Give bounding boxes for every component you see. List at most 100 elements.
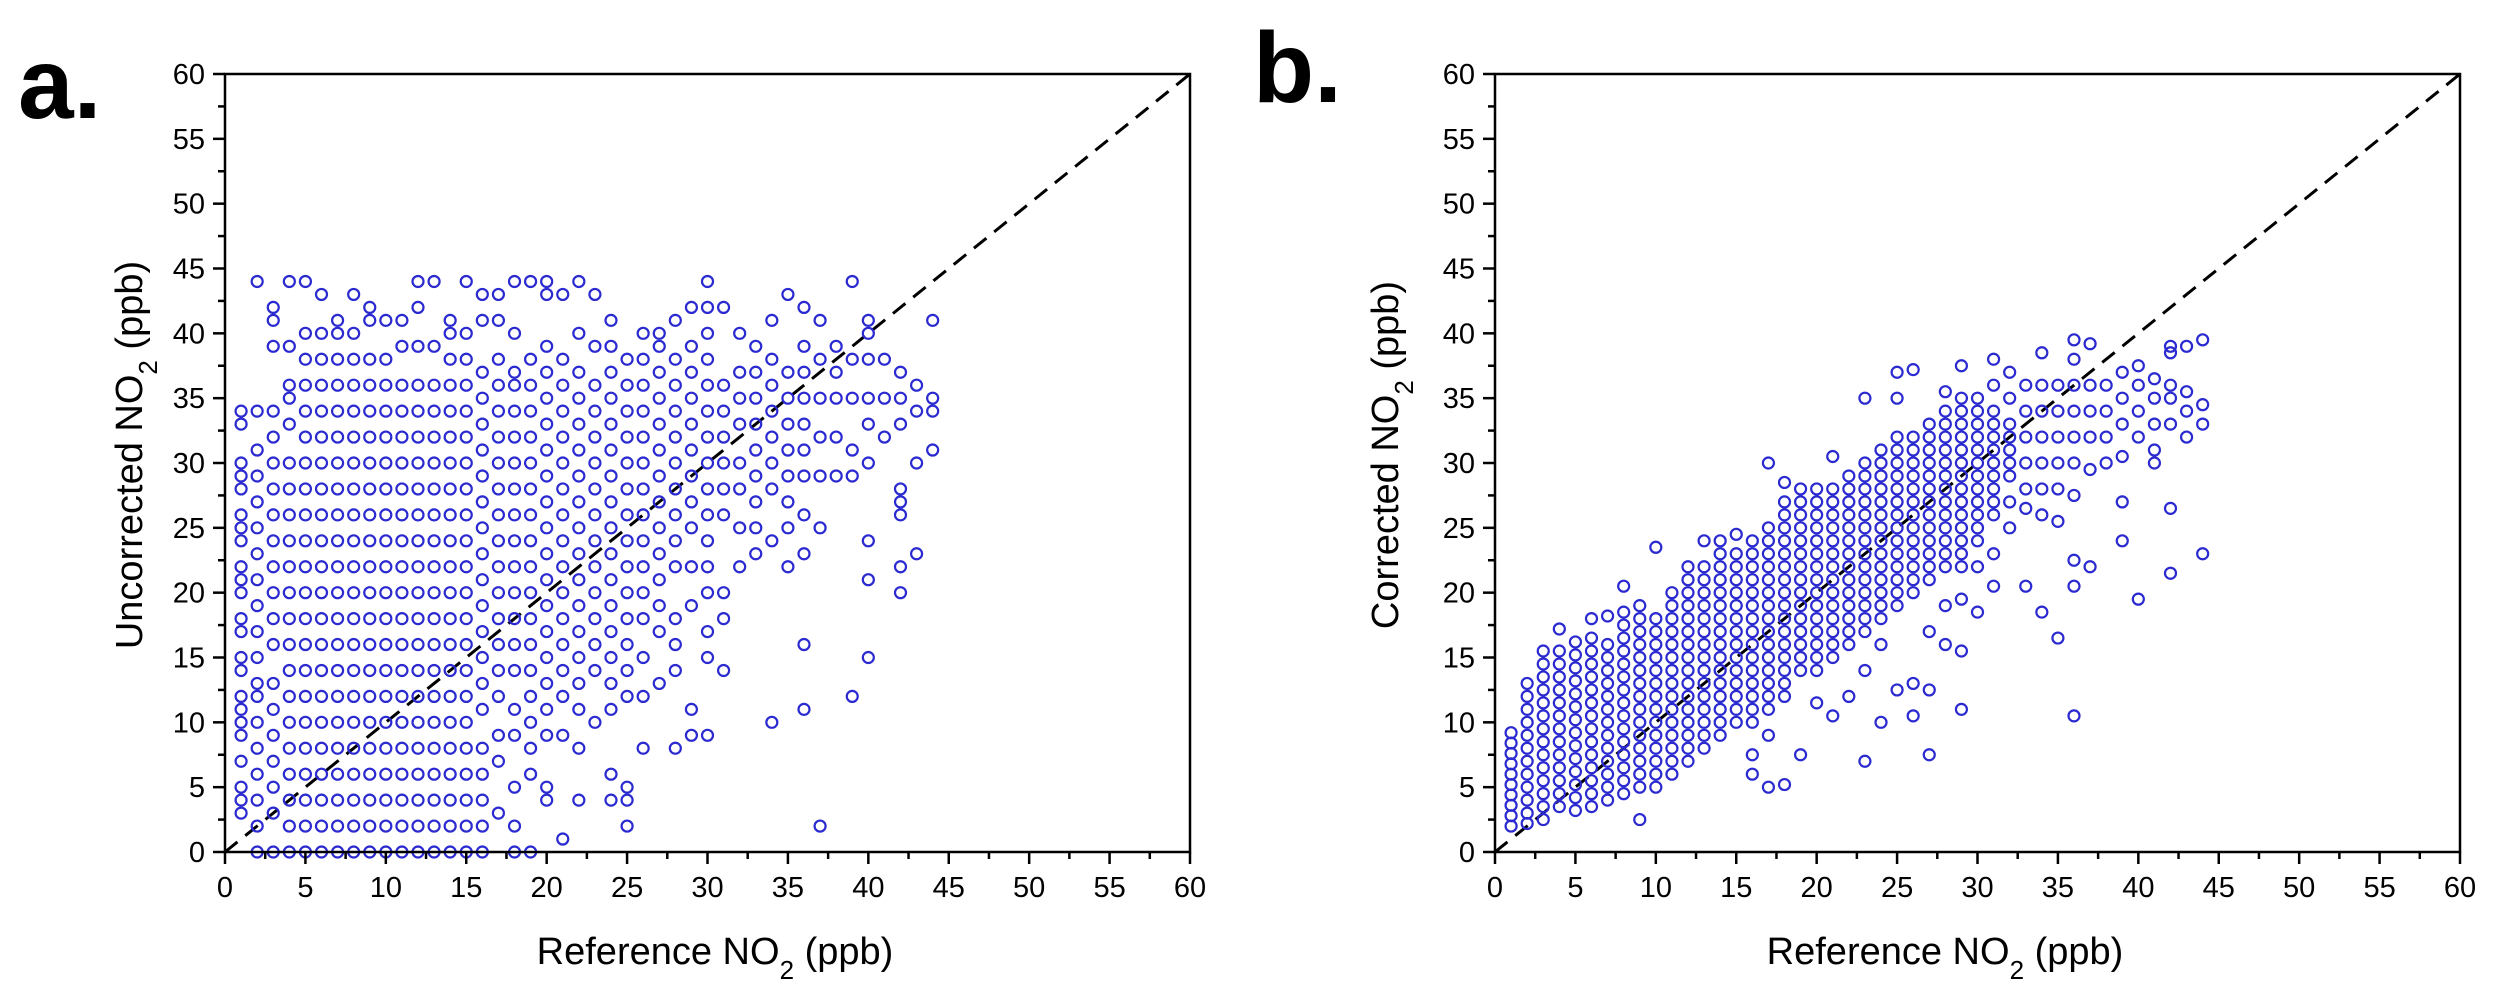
- data-point: [379, 456, 393, 470]
- data-point: [1793, 534, 1808, 548]
- data-point: [1584, 644, 1599, 658]
- data-point: [266, 560, 280, 574]
- data-point: [1810, 547, 1824, 561]
- data-point: [1665, 650, 1679, 665]
- data-point: [1922, 417, 1936, 431]
- data-point: [604, 676, 618, 691]
- data-point: [475, 417, 489, 431]
- data-point: [347, 689, 361, 704]
- data-point: [620, 780, 634, 794]
- data-point: [1858, 599, 1872, 613]
- data-point: [1745, 663, 1759, 678]
- data-point: [1922, 508, 1936, 522]
- data-point: [1713, 689, 1727, 704]
- data-point: [1600, 780, 1615, 794]
- data-point: [1954, 702, 1969, 716]
- data-point: [282, 793, 296, 807]
- data-point: [797, 469, 811, 483]
- data-point: [1697, 560, 1711, 574]
- data-point: [572, 365, 586, 379]
- data-point: [1938, 404, 1952, 418]
- data-point: [1810, 637, 1824, 652]
- data-point: [1986, 508, 2001, 522]
- data-point: [234, 806, 248, 820]
- data-point: [2179, 339, 2194, 353]
- data-point: [829, 469, 843, 483]
- data-point: [523, 508, 538, 522]
- data-point: [765, 352, 779, 366]
- data-point: [1858, 495, 1872, 509]
- data-point: [266, 780, 280, 794]
- data-point: [1665, 624, 1679, 639]
- data-point: [1858, 663, 1872, 678]
- data-point: [733, 560, 747, 574]
- data-point: [1745, 767, 1759, 781]
- data-point: [1761, 663, 1776, 678]
- panel-a-y-axis-title-main: Uncorrected NO: [109, 375, 151, 650]
- data-point: [1600, 663, 1615, 678]
- data-point: [475, 599, 489, 613]
- data-point: [2067, 456, 2081, 470]
- data-point: [733, 417, 747, 431]
- data-point: [2163, 566, 2178, 580]
- data-point: [1922, 560, 1936, 574]
- data-point: [1826, 624, 1840, 639]
- panel-b-y-tick-label: 45: [1443, 254, 1475, 286]
- data-point: [749, 443, 763, 457]
- data-point: [379, 637, 393, 652]
- data-point: [282, 274, 296, 289]
- data-point: [1729, 599, 1743, 613]
- data-point: [282, 339, 296, 353]
- panel-a-x-tick-label: 40: [852, 872, 884, 904]
- data-point: [1584, 787, 1599, 801]
- data-point: [250, 715, 264, 729]
- data-point: [1600, 741, 1615, 755]
- data-point: [700, 482, 715, 496]
- panel-a-x-tick-label: 35: [772, 872, 804, 904]
- data-point: [507, 702, 522, 716]
- data-point: [282, 715, 296, 729]
- data-point: [459, 560, 473, 574]
- data-point: [347, 715, 361, 729]
- data-point: [620, 508, 634, 522]
- data-point: [2067, 709, 2081, 723]
- panel-b-y-axis-title-sub: 2: [1389, 380, 1419, 394]
- data-point: [347, 326, 361, 340]
- data-point: [314, 352, 329, 366]
- data-point: [893, 482, 908, 496]
- data-point: [877, 352, 892, 366]
- data-point: [1617, 657, 1631, 671]
- data-point: [1745, 573, 1759, 587]
- data-point: [1665, 676, 1679, 691]
- data-point: [411, 663, 425, 678]
- panel-a-y-axis-title: Uncorrected NO2 (ppb): [109, 261, 163, 649]
- data-point: [893, 365, 908, 379]
- data-point: [668, 611, 682, 626]
- data-point: [1665, 767, 1679, 781]
- data-point: [507, 560, 522, 574]
- data-point: [266, 637, 280, 652]
- data-point: [379, 586, 393, 600]
- data-point: [475, 573, 489, 587]
- data-point: [475, 702, 489, 716]
- data-point: [2179, 385, 2194, 399]
- data-point: [298, 689, 313, 704]
- data-point: [700, 300, 715, 314]
- panel-b-letter: b.: [1253, 12, 1342, 124]
- data-point: [1970, 469, 1985, 483]
- data-point: [1568, 700, 1583, 714]
- data-point: [379, 560, 393, 574]
- data-point: [1922, 443, 1936, 457]
- data-point: [797, 443, 811, 457]
- data-point: [1713, 624, 1727, 639]
- data-point: [363, 586, 377, 600]
- data-point: [379, 741, 393, 755]
- data-point: [443, 819, 457, 833]
- data-point: [1922, 521, 1936, 535]
- data-point: [1633, 702, 1647, 716]
- data-point: [1520, 754, 1534, 768]
- data-point: [411, 689, 425, 704]
- data-point: [395, 456, 409, 470]
- data-point: [1906, 709, 1920, 723]
- data-point: [523, 637, 538, 652]
